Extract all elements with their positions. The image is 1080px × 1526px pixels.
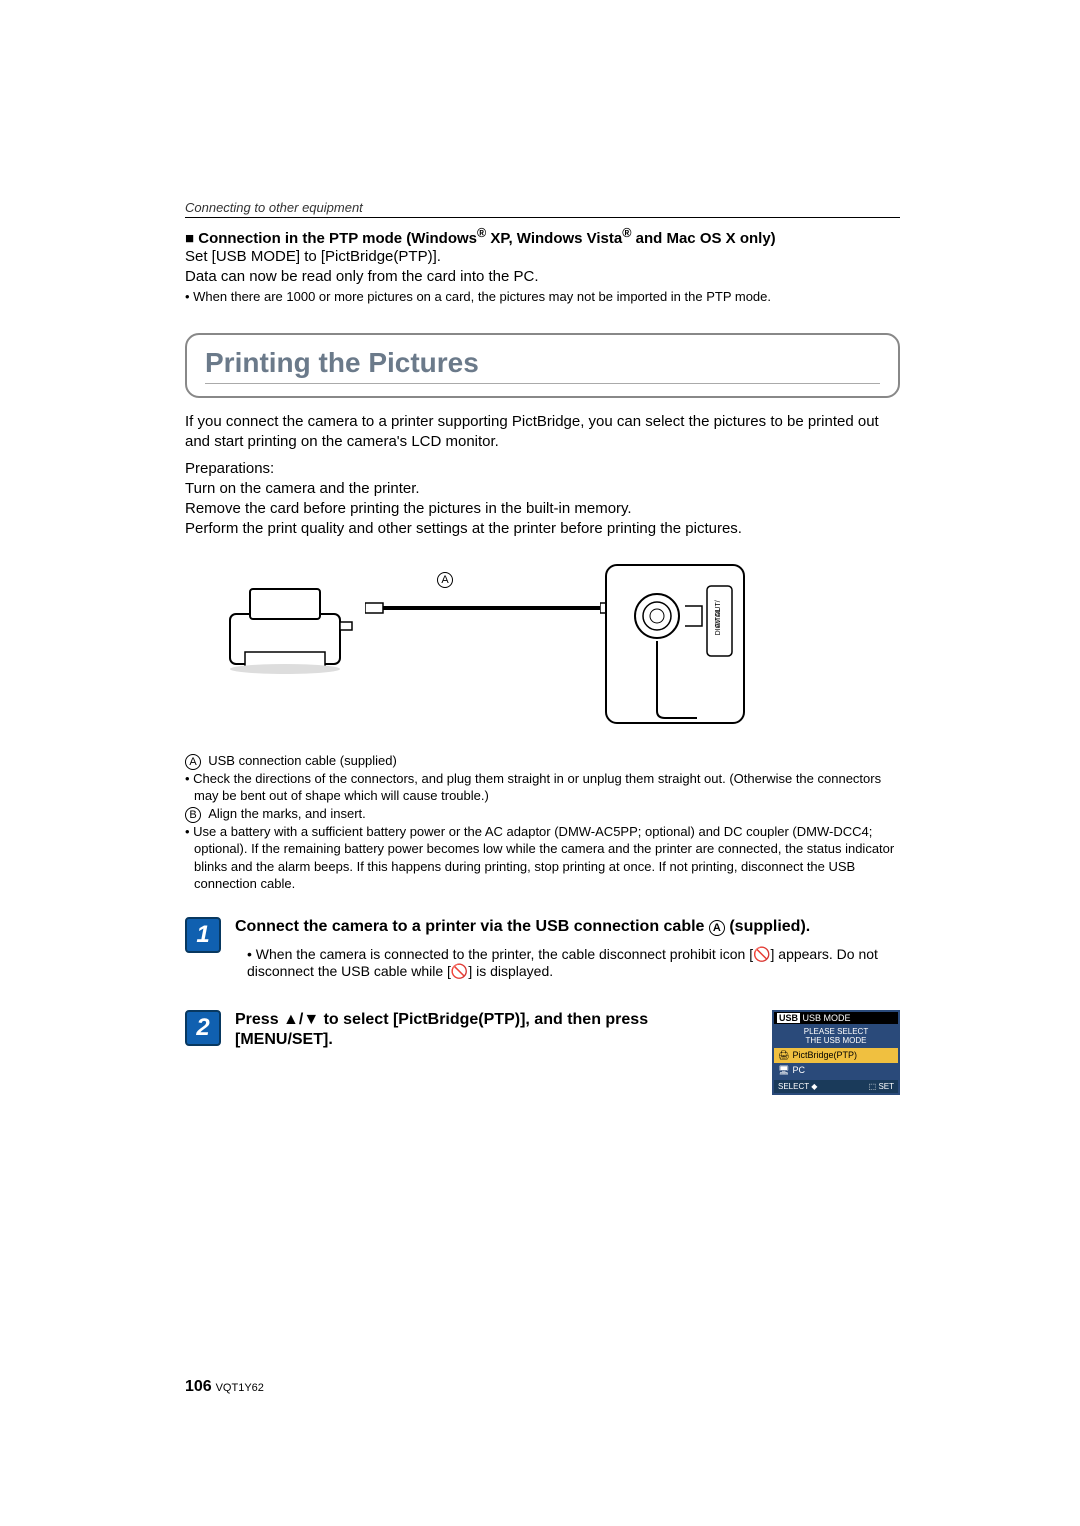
diagram-notes: A USB connection cable (supplied) • Chec…	[185, 752, 900, 893]
step-1-badge: 1	[185, 917, 221, 953]
diagram-label-a: A	[437, 570, 453, 588]
heading-part3: and Mac OS X only)	[631, 230, 775, 247]
svg-text:DIGITAL: DIGITAL	[715, 608, 722, 635]
preparations-label: Preparations:	[185, 459, 900, 479]
ptp-line1: Set [USB MODE] to [PictBridge(PTP)].	[185, 247, 900, 267]
square-bullet: ■	[185, 230, 198, 247]
note-a-bullet: • Check the directions of the connectors…	[185, 770, 900, 805]
usb-option-pc: 🖥PC	[774, 1063, 898, 1078]
usb-opt2-label: PC	[792, 1065, 805, 1075]
pc-icon: 🖥	[778, 1065, 789, 1076]
ptp-line2: Data can now be read only from the card …	[185, 267, 900, 287]
heading-part2: XP, Windows Vista	[486, 230, 622, 247]
camera-illustration: AV OUT/ DIGITAL	[605, 564, 745, 724]
step-2-badge: 2	[185, 1010, 221, 1046]
step1-title-a: Connect the camera to a printer via the …	[235, 918, 709, 935]
usb-option-pictbridge: 🖨PictBridge(PTP)	[774, 1048, 898, 1063]
usb-opt1-label: PictBridge(PTP)	[792, 1050, 857, 1060]
circle-a-icon: A	[185, 754, 201, 770]
cable-line	[370, 606, 618, 610]
step-2-title: Press ▲/▼ to select [PictBridge(PTP)], a…	[235, 1010, 750, 1052]
usb-mode-screen: USB USB MODE PLEASE SELECT THE USB MODE …	[772, 1010, 900, 1095]
page-footer: 106 VQT1Y62	[185, 1378, 264, 1396]
usb-screen-title: USB USB MODE	[774, 1012, 898, 1024]
connection-diagram: A B AV OUT/ DIGITAL	[225, 564, 745, 734]
section-title-box: Printing the Pictures	[185, 333, 900, 398]
ptp-section: ■ Connection in the PTP mode (Windows® X…	[185, 226, 900, 305]
ptp-heading: ■ Connection in the PTP mode (Windows® X…	[185, 226, 900, 247]
step-2-wrap: 2 Press ▲/▼ to select [PictBridge(PTP)],…	[185, 1010, 900, 1052]
usb-title-text: USB MODE	[803, 1013, 851, 1023]
printer-icon: 🖨	[778, 1050, 789, 1061]
usb-sub1: PLEASE SELECT	[774, 1027, 898, 1036]
note-b: B Align the marks, and insert.	[185, 805, 900, 823]
circle-a-inline: A	[709, 920, 725, 936]
note-b-bullet: • Use a battery with a sufficient batter…	[185, 823, 900, 893]
step1-title-b: (supplied).	[725, 918, 810, 935]
heading-part1: Connection in the PTP mode (Windows	[198, 230, 477, 247]
prep-line1: Turn on the camera and the printer.	[185, 479, 900, 499]
note-a-text: USB connection cable (supplied)	[208, 753, 397, 768]
note-a: A USB connection cable (supplied)	[185, 752, 900, 770]
intro-paragraph: If you connect the camera to a printer s…	[185, 412, 900, 453]
section-title: Printing the Pictures	[205, 347, 880, 384]
circle-b-icon: B	[185, 807, 201, 823]
usb-screen-sub: PLEASE SELECT THE USB MODE	[774, 1024, 898, 1048]
note-b-text: Align the marks, and insert.	[208, 806, 366, 821]
page-number: 106	[185, 1378, 212, 1395]
printer-illustration	[225, 584, 355, 679]
usb-footer-set: SET	[878, 1082, 894, 1091]
ptp-note: • When there are 1000 or more pictures o…	[185, 288, 900, 306]
usb-sub2: THE USB MODE	[774, 1036, 898, 1045]
step-1-title: Connect the camera to a printer via the …	[235, 917, 900, 938]
usb-footer-select: SELECT	[778, 1082, 809, 1091]
prep-line3: Perform the print quality and other sett…	[185, 519, 900, 539]
step-1-body: • When the camera is connected to the pr…	[235, 946, 900, 980]
step-1: 1 Connect the camera to a printer via th…	[185, 917, 900, 980]
section-header: Connecting to other equipment	[185, 200, 900, 218]
doc-code: VQT1Y62	[216, 1382, 264, 1394]
usb-screen-footer: SELECT ◆ ⬚ SET	[774, 1080, 898, 1093]
prep-line2: Remove the card before printing the pict…	[185, 499, 900, 519]
usb-connector-a	[365, 600, 385, 616]
